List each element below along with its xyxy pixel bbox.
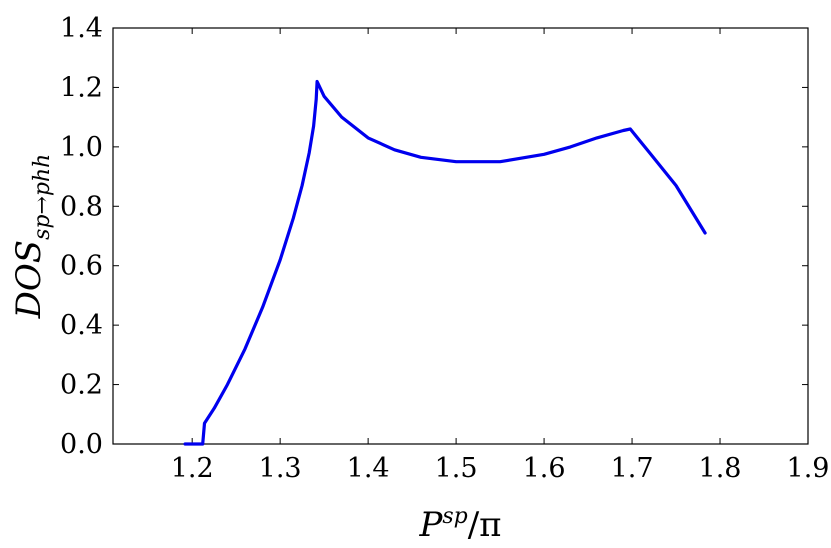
x-tick-label: 1.7 (611, 453, 654, 484)
y-tick-label: 1.0 (60, 132, 103, 163)
y-tick-label: 0.8 (60, 191, 103, 222)
dos-series-line (183, 79, 707, 446)
x-tick-label: 1.5 (435, 453, 478, 484)
x-tick-label: 1.6 (523, 453, 566, 484)
x-axis-label: Psp/π (418, 504, 501, 545)
plot-frame (112, 27, 809, 445)
plot-area (112, 27, 809, 445)
y-axis-ticks: 0.0 0.2 0.4 0.6 0.8 1.0 1.2 1.4 (60, 13, 808, 460)
y-tick-label: 1.2 (60, 72, 103, 103)
series-layer (183, 79, 707, 446)
axis-labels: Psp/π DOSsp→phh (9, 154, 502, 545)
y-tick-label: 0.0 (60, 429, 103, 460)
x-tick-label: 1.8 (699, 453, 742, 484)
y-axis-label: DOSsp→phh (9, 154, 55, 320)
x-tick-label: 1.4 (347, 453, 390, 484)
x-axis-ticks: 1.2 1.3 1.4 1.5 1.6 1.7 1.8 1.9 (171, 28, 830, 484)
x-tick-label: 1.3 (259, 453, 302, 484)
x-tick-label: 1.2 (171, 453, 214, 484)
y-tick-label: 1.4 (60, 13, 103, 44)
y-tick-label: 0.4 (60, 310, 103, 341)
y-tick-label: 0.6 (60, 251, 103, 282)
y-tick-label: 0.2 (60, 370, 103, 401)
x-tick-label: 1.9 (787, 453, 830, 484)
